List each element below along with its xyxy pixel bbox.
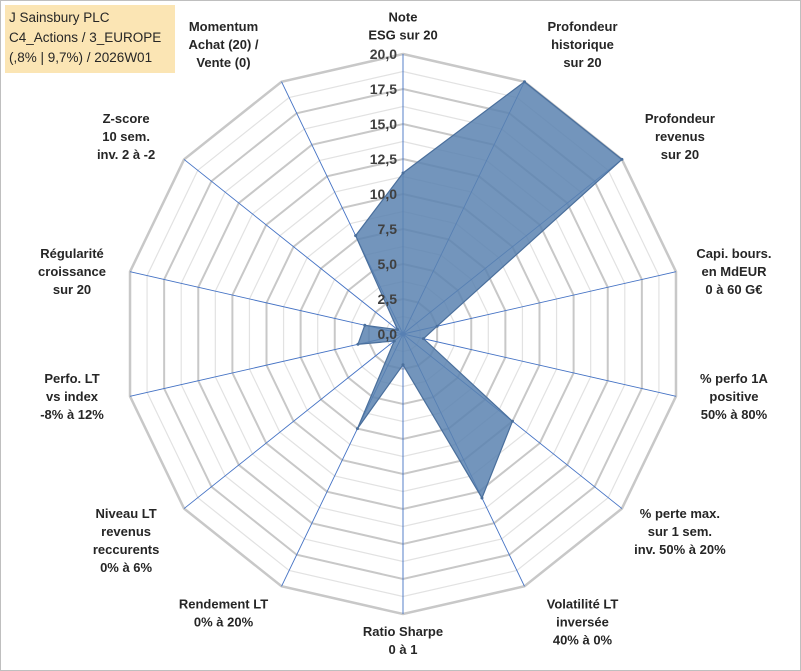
- category-label: Niveau LT revenus reccurents 0% à 6%: [93, 506, 159, 575]
- category-label: Ratio Sharpe 0 à 1: [363, 624, 443, 657]
- tick-label: 20,0: [370, 46, 397, 62]
- category-label: Capi. bours. en MdEUR 0 à 60 G€: [696, 246, 771, 297]
- category-label-line: inv. 2 à -2: [97, 147, 155, 162]
- category-label-line: reccurents: [93, 542, 159, 557]
- tick-label: 7,5: [378, 221, 398, 237]
- category-label-line: positive: [709, 389, 758, 404]
- category-label: Momentum Achat (20) / Vente (0): [188, 19, 258, 70]
- category-label-line: historique: [551, 37, 614, 52]
- category-label: Perfo. LT vs index -8% à 12%: [40, 371, 104, 422]
- category-label-line: 40% à 0%: [553, 632, 613, 647]
- category-label-line: ESG sur 20: [368, 28, 437, 43]
- category-label-line: croissance: [38, 264, 106, 279]
- category-label-line: Capi. bours.: [696, 246, 771, 261]
- category-label-line: revenus: [655, 129, 705, 144]
- title-line-2: C4_Actions / 3_EUROPE: [9, 30, 162, 45]
- data-point: [620, 157, 624, 161]
- category-label-line: sur 20: [53, 282, 91, 297]
- category-label-line: 0% à 20%: [194, 614, 254, 629]
- data-point: [354, 234, 358, 238]
- data-point: [522, 80, 526, 84]
- tick-label: 10,0: [370, 186, 397, 202]
- spoke-line: [402, 333, 677, 397]
- category-label-line: 0 à 60 G€: [705, 282, 762, 297]
- category-label-line: Volatilité LT: [547, 596, 619, 611]
- category-label-line: Achat (20) /: [188, 37, 258, 52]
- category-label-line: 0 à 1: [389, 642, 418, 657]
- data-point: [396, 328, 400, 332]
- spoke-line: [402, 271, 677, 335]
- chart-title-box: J Sainsbury PLC C4_Actions / 3_EUROPE (,…: [5, 5, 175, 73]
- category-label-line: Vente (0): [196, 55, 250, 70]
- category-label-line: en MdEUR: [701, 264, 767, 279]
- tick-label: 0,0: [378, 326, 398, 342]
- category-label-line: 50% à 80%: [701, 407, 768, 422]
- data-point: [363, 323, 367, 327]
- category-label: Z-score 10 sem. inv. 2 à -2: [97, 111, 155, 162]
- category-label: % perfo 1A positive 50% à 80%: [700, 371, 769, 422]
- category-label-line: Ratio Sharpe: [363, 624, 443, 639]
- category-label: Volatilité LT inversée 40% à 0%: [547, 596, 619, 647]
- category-label: Rendement LT 0% à 20%: [179, 596, 268, 629]
- category-label-line: Perfo. LT: [44, 371, 99, 386]
- category-label-line: Niveau LT: [96, 506, 157, 521]
- category-label-line: inv. 50% à 20%: [634, 542, 726, 557]
- spoke-line: [183, 159, 404, 335]
- category-label-line: sur 20: [661, 147, 699, 162]
- data-point: [355, 427, 359, 431]
- spoke-line: [129, 271, 404, 335]
- category-label-line: Z-score: [103, 111, 150, 126]
- spoke-line: [183, 333, 404, 509]
- data-point: [401, 363, 405, 367]
- category-label: % perte max. sur 1 sem. inv. 50% à 20%: [634, 506, 726, 557]
- tick-label: 5,0: [378, 256, 398, 272]
- category-label-line: revenus: [101, 524, 151, 539]
- category-label-line: -8% à 12%: [40, 407, 104, 422]
- category-label-line: Note: [389, 10, 418, 25]
- title-line-3: (,8% | 9,7%) / 2026W01: [9, 50, 153, 65]
- category-label-line: 10 sem.: [102, 129, 150, 144]
- category-label-line: % perte max.: [640, 506, 720, 521]
- title-line-1: J Sainsbury PLC: [9, 10, 110, 25]
- category-label-line: Profondeur: [645, 111, 715, 126]
- category-label-line: inversée: [556, 614, 609, 629]
- category-label: Profondeur revenus sur 20: [645, 111, 715, 162]
- category-label-line: Rendement LT: [179, 596, 268, 611]
- category-label: Note ESG sur 20: [368, 10, 437, 43]
- data-point: [510, 419, 514, 423]
- category-label: Profondeur historique sur 20: [547, 19, 617, 70]
- category-label-line: sur 1 sem.: [648, 524, 712, 539]
- data-point: [356, 342, 360, 346]
- category-label: Régularité croissance sur 20: [38, 246, 106, 297]
- category-label-line: sur 20: [563, 55, 601, 70]
- category-label-line: Momentum: [189, 19, 258, 34]
- category-label-line: 0% à 6%: [100, 560, 152, 575]
- data-point: [480, 496, 484, 500]
- tick-label: 12,5: [370, 151, 397, 167]
- data-point: [421, 337, 425, 341]
- category-label-line: Profondeur: [547, 19, 617, 34]
- category-label-line: Régularité: [40, 246, 104, 261]
- tick-label: 2,5: [378, 291, 398, 307]
- category-label-line: vs index: [46, 389, 99, 404]
- tick-label: 15,0: [370, 116, 397, 132]
- data-point: [392, 339, 396, 343]
- data-point: [435, 324, 439, 328]
- data-point: [401, 171, 405, 175]
- tick-label: 17,5: [370, 81, 397, 97]
- category-label-line: % perfo 1A: [700, 371, 769, 386]
